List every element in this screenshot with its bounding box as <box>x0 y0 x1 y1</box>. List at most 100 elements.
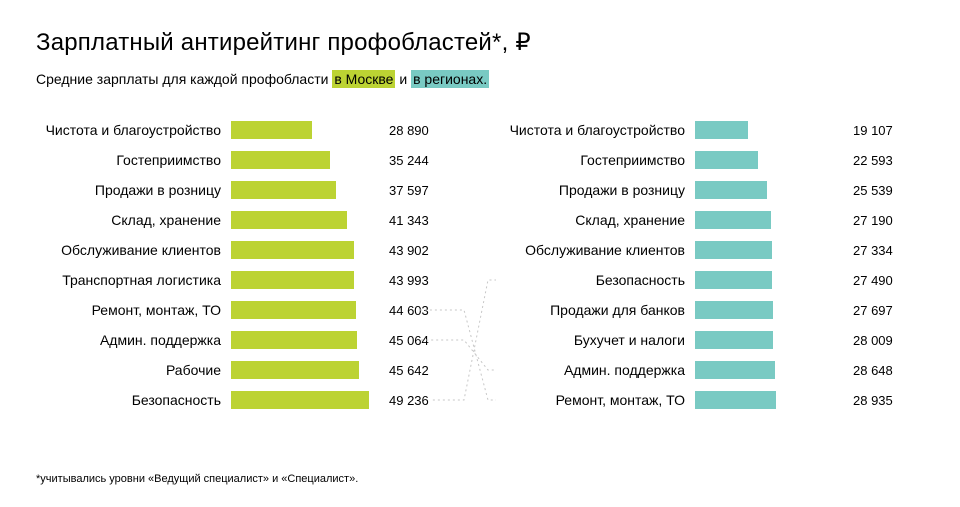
chart-row: Склад, хранение 27 190 <box>500 205 924 235</box>
value-label: 43 902 <box>371 243 429 258</box>
value-label: 28 935 <box>835 393 893 408</box>
chart-row: Обслуживание клиентов 43 902 <box>36 235 460 265</box>
value-label: 45 642 <box>371 363 429 378</box>
chart-subtitle: Средние зарплаты для каждой профобласти … <box>36 71 924 87</box>
category-label: Бухучет и налоги <box>500 332 695 348</box>
bar-cell <box>695 181 835 199</box>
bar-cell <box>695 391 835 409</box>
category-label: Гостеприимство <box>36 152 231 168</box>
bar <box>231 211 347 229</box>
category-label: Рабочие <box>36 362 231 378</box>
highlight-moscow: в Москве <box>332 70 395 88</box>
chart-regions: Чистота и благоустройство 19 107 Гостеприи… <box>500 115 924 415</box>
bar-cell <box>231 271 371 289</box>
bar-cell <box>695 211 835 229</box>
bar-cell <box>695 151 835 169</box>
bar-cell <box>695 361 835 379</box>
category-label: Гостеприимство <box>500 152 695 168</box>
bar <box>695 301 773 319</box>
bar-cell <box>695 271 835 289</box>
chart-row: Склад, хранение41 343 <box>36 205 460 235</box>
bar-cell <box>231 391 371 409</box>
value-label: 41 343 <box>371 213 429 228</box>
bar-cell <box>695 121 835 139</box>
bar <box>695 331 773 349</box>
bar-cell <box>231 331 371 349</box>
category-label: Чистота и благоустройство <box>36 122 231 138</box>
category-label: Ремонт, монтаж, ТО <box>36 302 231 318</box>
chart-row: Гостеприимство 22 593 <box>500 145 924 175</box>
value-label: 25 539 <box>835 183 893 198</box>
value-label: 45 064 <box>371 333 429 348</box>
value-label: 22 593 <box>835 153 893 168</box>
chart-row: Продажи в розницу37 597 <box>36 175 460 205</box>
category-label: Обслуживание клиентов <box>500 242 695 258</box>
value-label: 37 597 <box>371 183 429 198</box>
chart-row: Ремонт, монтаж, ТО 44 603 <box>36 295 460 325</box>
bar <box>695 151 758 169</box>
value-label: 27 190 <box>835 213 893 228</box>
value-label: 28 648 <box>835 363 893 378</box>
category-label: Чистота и благоустройство <box>500 122 695 138</box>
value-label: 49 236 <box>371 393 429 408</box>
bar <box>695 121 748 139</box>
chart-row: Рабочие 45 642 <box>36 355 460 385</box>
chart-row: Админ. поддержка28 648 <box>500 355 924 385</box>
chart-row: Чистота и благоустройство 28 890 <box>36 115 460 145</box>
value-label: 19 107 <box>835 123 893 138</box>
chart-row: Безопасность 49 236 <box>36 385 460 415</box>
chart-row: Бухучет и налоги 28 009 <box>500 325 924 355</box>
bar-cell <box>231 121 371 139</box>
category-label: Безопасность <box>36 392 231 408</box>
bar-cell <box>231 181 371 199</box>
bar <box>231 391 369 409</box>
bar-cell <box>695 331 835 349</box>
subtitle-prefix: Средние зарплаты для каждой профобласти <box>36 71 332 87</box>
bar-cell <box>231 361 371 379</box>
chart-moscow: Чистота и благоустройство 28 890 Гостеприи… <box>36 115 460 415</box>
bar-cell <box>231 241 371 259</box>
bar <box>231 331 357 349</box>
category-label: Склад, хранение <box>500 212 695 228</box>
value-label: 28 009 <box>835 333 893 348</box>
bar <box>231 121 312 139</box>
bar <box>695 391 776 409</box>
chart-row: Чистота и благоустройство 19 107 <box>500 115 924 145</box>
bar <box>231 271 354 289</box>
bar-cell <box>231 301 371 319</box>
bar-cell <box>231 151 371 169</box>
value-label: 27 334 <box>835 243 893 258</box>
category-label: Ремонт, монтаж, ТО <box>500 392 695 408</box>
bar <box>231 301 356 319</box>
value-label: 27 697 <box>835 303 893 318</box>
category-label: Продажи для банков <box>500 302 695 318</box>
category-label: Админ. поддержка <box>36 332 231 348</box>
chart-row: Транспортная логистика 43 993 <box>36 265 460 295</box>
bar-cell <box>695 241 835 259</box>
bar-cell <box>695 301 835 319</box>
value-label: 35 244 <box>371 153 429 168</box>
highlight-regions: в регионах. <box>411 70 489 88</box>
category-label: Обслуживание клиентов <box>36 242 231 258</box>
value-label: 43 993 <box>371 273 429 288</box>
bar <box>231 181 336 199</box>
chart-row: Обслуживание клиентов 27 334 <box>500 235 924 265</box>
bar <box>695 361 775 379</box>
value-label: 27 490 <box>835 273 893 288</box>
chart-row: Ремонт, монтаж, ТО 28 935 <box>500 385 924 415</box>
chart-row: Гостеприимство 35 244 <box>36 145 460 175</box>
bar <box>231 241 354 259</box>
bar <box>231 151 330 169</box>
value-label: 44 603 <box>371 303 429 318</box>
chart-row: Админ. поддержка 45 064 <box>36 325 460 355</box>
bar <box>695 211 771 229</box>
value-label: 28 890 <box>371 123 429 138</box>
bar <box>695 241 772 259</box>
chart-title: Зарплатный антирейтинг профобластей*, ₽ <box>36 28 924 57</box>
bar <box>231 361 359 379</box>
chart-row: Продажи для банков 27 697 <box>500 295 924 325</box>
chart-row: Безопасность 27 490 <box>500 265 924 295</box>
bar <box>695 181 767 199</box>
category-label: Безопасность <box>500 272 695 288</box>
category-label: Транспортная логистика <box>36 272 231 288</box>
